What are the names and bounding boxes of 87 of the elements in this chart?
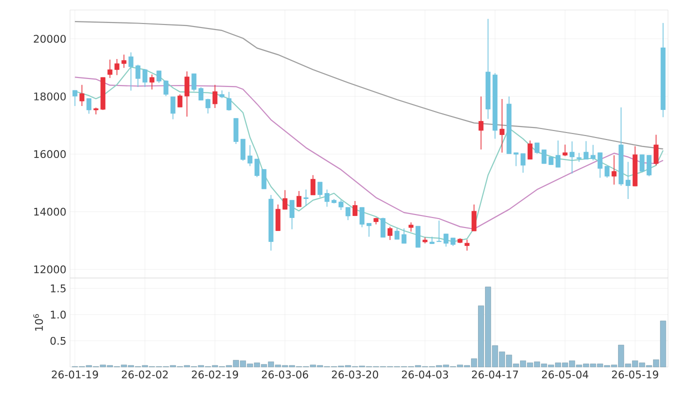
candlestick (360, 206, 364, 228)
x-tick-label: 26-04-17 (472, 370, 518, 378)
candlestick (149, 74, 154, 90)
y-tick-label: 14000 (34, 208, 66, 216)
x-tick-label: 26-02-02 (122, 370, 168, 378)
y-tick-label: 20000 (34, 34, 66, 43)
candlestick (192, 73, 196, 92)
candlestick (604, 166, 610, 178)
candlestick (584, 140, 589, 160)
candlestick (282, 190, 288, 210)
candlestick (388, 226, 392, 240)
candlestick (436, 220, 442, 242)
candlestick (178, 94, 182, 108)
x-tick-label: 26-01-19 (52, 370, 98, 378)
candlestick (114, 58, 120, 76)
candlestick (198, 86, 204, 101)
candlestick (206, 98, 210, 114)
candlestick (184, 70, 190, 118)
candlestick (121, 54, 126, 68)
candlestick (79, 84, 84, 106)
candlestick (366, 222, 372, 238)
candlestick (296, 190, 302, 208)
candlestick (640, 154, 645, 172)
candlestick (107, 59, 112, 78)
candlestick (226, 91, 232, 111)
candlestick (612, 154, 617, 186)
candlestick (128, 52, 134, 92)
candlestick (324, 189, 330, 208)
candlestick (254, 158, 260, 178)
candlestick (590, 144, 596, 161)
candlestick (346, 206, 350, 220)
candlestick (472, 204, 476, 232)
candlestick (135, 64, 140, 88)
x-tick-label: 26-03-20 (332, 370, 378, 378)
candlestick (276, 204, 280, 232)
y-tick-label: 1.5 (50, 284, 66, 292)
candlestick (248, 144, 252, 167)
candlestick (520, 153, 526, 174)
candlestick (262, 168, 266, 190)
x-tick-label: 26-05-04 (542, 370, 588, 378)
candlestick (394, 228, 400, 240)
candlestick (338, 200, 344, 210)
candlestick (654, 134, 659, 166)
candlestick (170, 96, 176, 120)
candlestick (164, 80, 168, 97)
candlestick (234, 118, 238, 144)
candlestick (352, 200, 358, 216)
candlestick (86, 98, 92, 114)
y-tick-label: 12000 (34, 265, 66, 274)
candlestick (626, 161, 631, 200)
candlestick (380, 217, 386, 238)
candlestick (408, 222, 414, 232)
candlestick (240, 138, 246, 162)
y-tick-label: 16000 (34, 150, 66, 158)
candlestick (444, 234, 448, 247)
x-tick-label: 26-03-06 (262, 370, 308, 378)
x-tick-label: 26-02-19 (192, 370, 238, 378)
line-series (74, 20, 664, 150)
candlestick (646, 154, 652, 177)
candlestick (416, 226, 420, 248)
candlestick (310, 174, 316, 196)
candlestick (290, 200, 294, 230)
candlestick (464, 239, 470, 252)
candlestick (534, 142, 540, 154)
candlestick (570, 141, 575, 174)
candlestick (598, 152, 603, 178)
candlestick (402, 228, 406, 244)
candlestick (212, 84, 218, 108)
candlestick (478, 96, 484, 150)
x-tick-label: 26-04-03 (402, 370, 448, 378)
y-tick-label: 1.0 (50, 310, 66, 319)
candlestick (318, 182, 322, 198)
candlestick (528, 140, 532, 160)
candlestick (562, 144, 568, 156)
y-axis-title: 10$^{6}$ (33, 314, 43, 331)
candlestick (72, 90, 78, 106)
candlestick (514, 152, 518, 167)
candlestick (142, 68, 148, 88)
candlestick (304, 189, 308, 206)
y-tick-label: 18000 (34, 92, 66, 100)
candlestick (576, 152, 582, 162)
y-tick-label: 0.5 (50, 336, 66, 345)
candlestick (156, 70, 162, 84)
candlestick (500, 98, 504, 154)
candlestick (542, 149, 547, 164)
candlestick (556, 140, 561, 168)
x-tick-label: 26-05-19 (612, 370, 658, 378)
